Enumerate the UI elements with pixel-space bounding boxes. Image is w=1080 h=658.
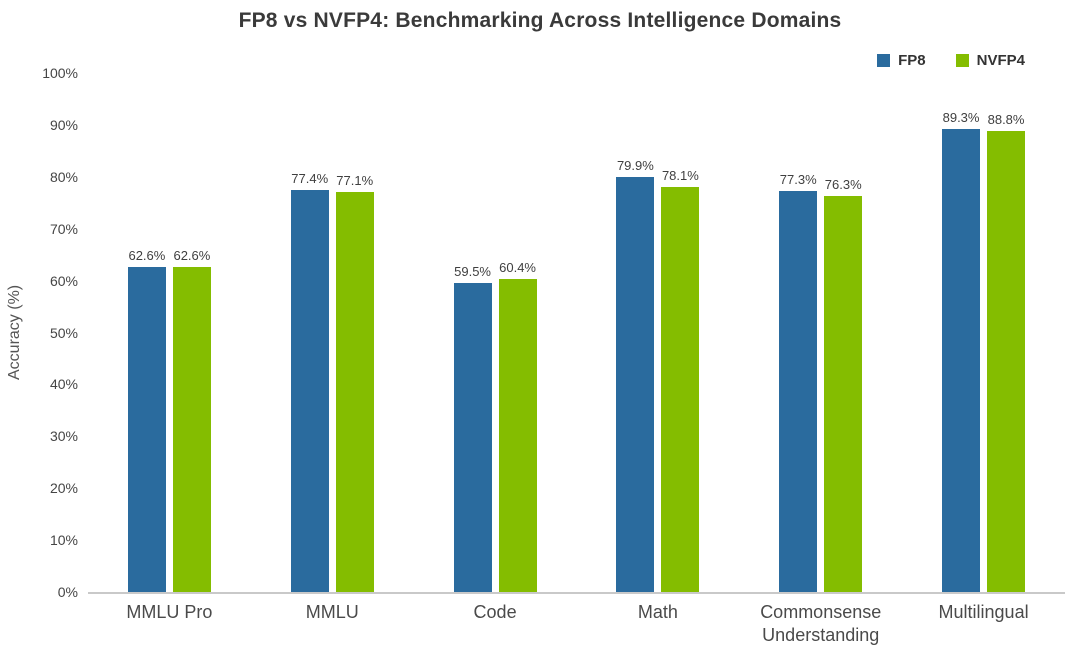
bar-group: 89.3% 88.8% xyxy=(902,73,1065,592)
category-label: MMLU xyxy=(305,602,359,622)
y-tick-label: 40% xyxy=(49,376,78,393)
bar-column: 79.9% xyxy=(616,73,655,592)
y-tick-label: 100% xyxy=(42,65,78,81)
y-tick-label: 50% xyxy=(49,324,78,341)
legend: FP8 NVFP4 xyxy=(877,52,1025,69)
bar-group: 79.9% 78.1% xyxy=(576,73,739,592)
bar-value-label: 79.9% xyxy=(616,158,654,174)
bar-column: 62.6% xyxy=(127,73,166,592)
y-tick-label: 70% xyxy=(49,220,78,237)
legend-item-fp8: FP8 xyxy=(877,52,926,69)
y-tick-label: 30% xyxy=(49,428,78,445)
legend-item-nvfp4: NVFP4 xyxy=(955,52,1025,69)
y-tick-label: 90% xyxy=(49,116,78,133)
bar-fp8 xyxy=(779,190,818,592)
bar-column: 62.6% xyxy=(172,73,211,592)
chart-title: FP8 vs NVFP4: Benchmarking Across Intell… xyxy=(238,9,842,32)
bars-row: 62.6% 62.6% 77.4% 77.1% 59.5% 60.4% 79.9% 78.1%… xyxy=(88,73,1065,592)
legend-swatch-fp8 xyxy=(877,54,891,67)
bar-value-label: 77.3% xyxy=(779,171,817,187)
bar-group: 77.4% 77.1% xyxy=(251,73,414,592)
category-label: MMLU Pro xyxy=(126,602,213,622)
bar-value-label: 59.5% xyxy=(454,264,491,280)
bar-group: 62.6% 62.6% xyxy=(88,73,251,592)
category-label: Multilingual xyxy=(938,602,1029,622)
y-tick-label: 0% xyxy=(57,584,78,600)
y-tick-label: 80% xyxy=(49,168,78,185)
bar-nvfp4 xyxy=(172,267,211,592)
bar-value-label: 76.3% xyxy=(824,177,862,193)
bar-value-label: 88.8% xyxy=(987,112,1025,128)
bar-value-label: 78.1% xyxy=(661,167,699,183)
bar-value-label: 60.4% xyxy=(499,259,536,275)
bar-column: 88.8% xyxy=(987,73,1026,592)
bar-value-label: 77.1% xyxy=(336,172,374,188)
legend-label: FP8 xyxy=(898,52,926,69)
legend-swatch-nvfp4 xyxy=(955,54,969,67)
x-axis-labels: MMLU Pro MMLU Code Math Commonsense Understa… xyxy=(88,601,1065,648)
bar-column: 77.3% xyxy=(779,73,818,592)
bar-nvfp4 xyxy=(661,186,700,592)
bar-group: 77.3% 76.3% xyxy=(739,73,902,592)
y-tick-label: 10% xyxy=(49,532,78,549)
bar-nvfp4 xyxy=(498,278,537,592)
y-tick-label: 20% xyxy=(49,480,78,497)
category-label: Commonsense Understanding xyxy=(760,602,882,646)
bar-column: 78.1% xyxy=(661,73,700,592)
bar-column: 77.1% xyxy=(335,73,374,592)
bar-value-label: 62.6% xyxy=(173,248,211,264)
bar-nvfp4 xyxy=(987,131,1026,592)
bar-column: 77.4% xyxy=(290,73,329,592)
bar-group: 59.5% 60.4% xyxy=(414,73,577,592)
bar-value-label: 77.4% xyxy=(291,171,329,187)
y-tick-label: 60% xyxy=(49,272,78,289)
bar-column: 89.3% xyxy=(942,73,981,592)
legend-label: NVFP4 xyxy=(976,52,1025,69)
bar-value-label: 89.3% xyxy=(942,109,980,125)
bar-column: 60.4% xyxy=(498,73,537,592)
category-label: Code xyxy=(473,602,517,622)
category-label: Math xyxy=(637,602,678,622)
bar-column: 59.5% xyxy=(453,73,492,592)
bar-fp8 xyxy=(453,283,492,592)
bar-nvfp4 xyxy=(824,196,863,592)
plot-area: 62.6% 62.6% 77.4% 77.1% 59.5% 60.4% 79.9% 78.1%… xyxy=(88,73,1065,594)
bar-value-label: 62.6% xyxy=(128,248,166,264)
y-axis-ticks: 0% 10% 20% 30% 40% 50% 60% 70% 80% 90% 100% xyxy=(28,65,78,600)
bar-fp8 xyxy=(942,128,981,592)
bar-fp8 xyxy=(290,190,329,592)
y-axis-title: Accuracy (%) xyxy=(6,284,23,381)
bar-column: 76.3% xyxy=(824,73,863,592)
bar-nvfp4 xyxy=(335,191,374,592)
bar-fp8 xyxy=(127,267,166,592)
bar-fp8 xyxy=(616,177,655,592)
